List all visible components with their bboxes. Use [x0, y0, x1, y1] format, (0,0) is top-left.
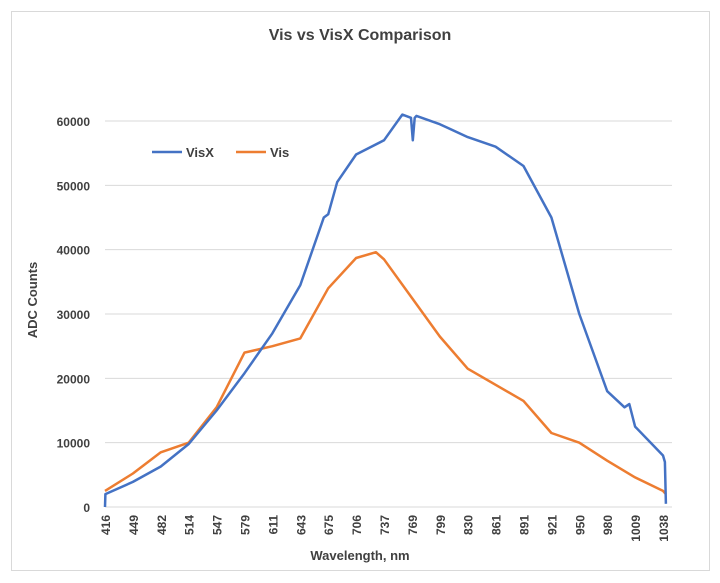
x-tick-label: 416 — [99, 515, 113, 535]
y-tick-label: 0 — [83, 501, 90, 515]
x-tick-label: 921 — [545, 515, 559, 535]
x-tick-label: 891 — [518, 515, 532, 535]
series-line-vis — [104, 250, 667, 495]
x-tick-label: 579 — [239, 515, 253, 535]
x-tick-label: 799 — [434, 515, 448, 535]
x-tick-label: 675 — [322, 515, 336, 535]
y-tick-label: 20000 — [57, 372, 91, 386]
x-tick-label: 980 — [601, 515, 615, 535]
chart-title: Vis vs VisX Comparison — [269, 27, 452, 44]
x-tick-label: 950 — [573, 515, 587, 535]
y-tick-label: 30000 — [57, 308, 91, 322]
y-tick-label: 60000 — [57, 115, 91, 129]
x-tick-label: 514 — [183, 515, 197, 535]
x-tick-label: 737 — [378, 515, 392, 535]
x-axis-label: Wavelength, nm — [310, 548, 409, 563]
x-tick-label: 861 — [490, 515, 504, 535]
x-tick-label: 643 — [294, 515, 308, 535]
x-tick-label: 1009 — [629, 515, 643, 542]
legend-label: VisX — [186, 145, 214, 160]
y-tick-label: 10000 — [57, 437, 91, 451]
x-tick-label: 706 — [350, 515, 364, 535]
y-tick-label: 40000 — [57, 244, 91, 258]
x-tick-label: 830 — [462, 515, 476, 535]
x-tick-label: 769 — [406, 515, 420, 535]
y-tick-label: 50000 — [57, 179, 91, 193]
legend-label: Vis — [270, 145, 289, 160]
y-axis-label: ADC Counts — [25, 262, 40, 339]
x-tick-label: 482 — [155, 515, 169, 535]
x-tick-label: 547 — [211, 515, 225, 535]
series-line-visx — [103, 113, 668, 508]
x-tick-label: 611 — [266, 515, 280, 535]
x-tick-label: 1038 — [657, 515, 671, 542]
x-tick-label: 449 — [127, 515, 141, 535]
